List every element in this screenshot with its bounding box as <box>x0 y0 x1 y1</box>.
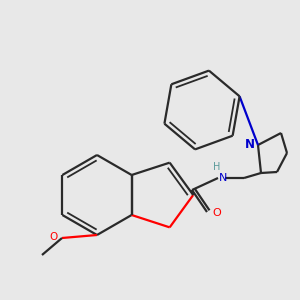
Text: H: H <box>213 162 221 172</box>
Text: O: O <box>212 208 221 218</box>
Text: O: O <box>50 232 58 242</box>
Text: N: N <box>245 139 255 152</box>
Text: N: N <box>219 173 227 183</box>
